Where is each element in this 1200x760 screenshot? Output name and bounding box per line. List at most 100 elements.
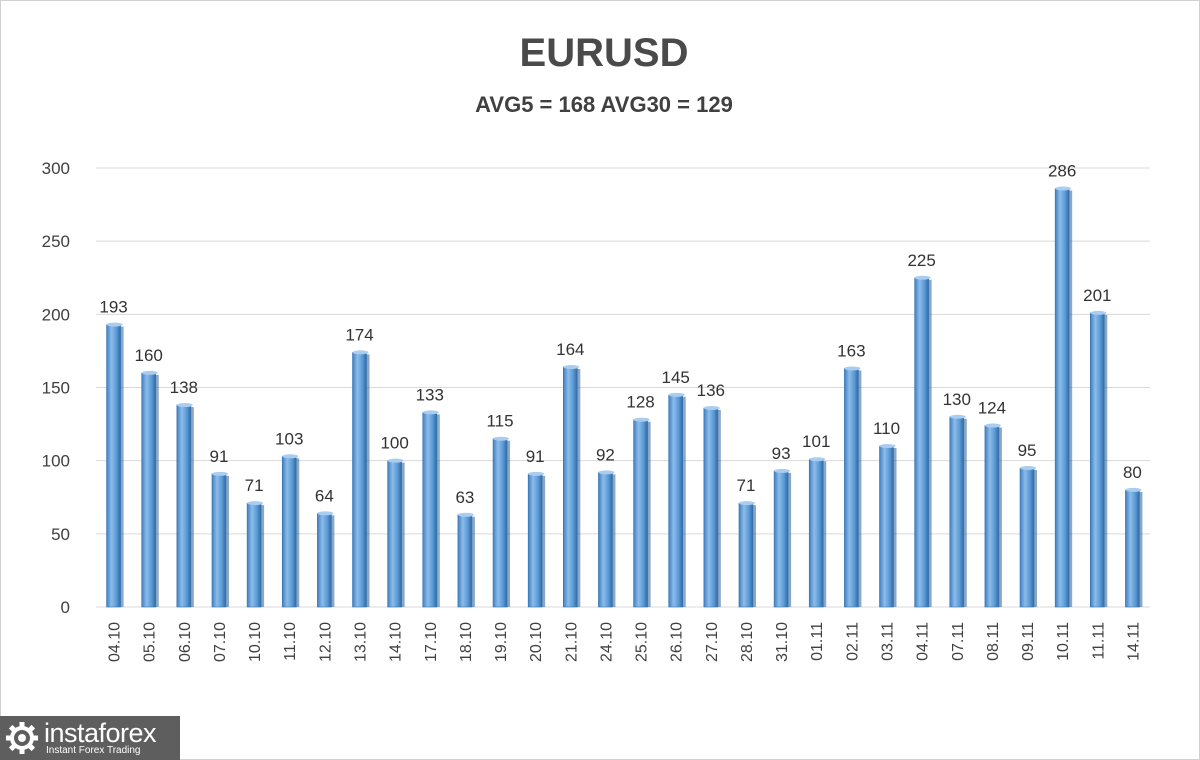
bar-top [387, 458, 404, 463]
data-label: 174 [345, 325, 373, 344]
x-tick-label: 11.11 [1090, 622, 1107, 660]
bar [352, 352, 367, 608]
x-tick-label: 19.10 [493, 622, 510, 662]
bar-top [809, 457, 826, 462]
data-label: 63 [455, 488, 474, 507]
bar [1054, 188, 1070, 608]
x-tick-label: 07.11 [950, 622, 967, 661]
data-label: 164 [556, 340, 584, 359]
bar [949, 416, 965, 608]
logo-tagline: Instant Forex Trading [46, 745, 141, 756]
data-label: 91 [210, 447, 229, 466]
data-label: 80 [1123, 463, 1142, 482]
data-label: 193 [99, 298, 127, 317]
bar-top [282, 454, 299, 459]
bar-top [844, 366, 861, 371]
x-tick-label: 20.10 [528, 622, 545, 662]
bar-top [598, 470, 615, 475]
data-label: 71 [737, 476, 756, 495]
bar-top [1090, 310, 1107, 315]
bar-top [633, 417, 650, 422]
data-label: 103 [275, 429, 303, 448]
instaforex-logo: instaforex Instant Forex Trading [0, 716, 180, 760]
bar-top [914, 275, 931, 280]
bar [914, 277, 929, 608]
bar-top [528, 471, 545, 476]
x-tick-label: 11.10 [282, 622, 299, 661]
bar-top [247, 501, 264, 506]
bar [141, 372, 156, 608]
y-tick-label: 50 [51, 525, 70, 544]
x-tick-label: 02.11 [844, 622, 861, 661]
y-tick-label: 200 [42, 305, 70, 324]
bar [1125, 489, 1140, 608]
bar-top [738, 501, 755, 506]
bar-top [774, 468, 791, 473]
bar [738, 502, 754, 608]
x-tick-label: 25.10 [634, 622, 651, 662]
y-tick-label: 300 [42, 159, 70, 178]
bar [422, 412, 438, 608]
data-label: 64 [315, 486, 334, 505]
data-label: 124 [978, 399, 1006, 418]
chart-title: EURUSD [520, 31, 689, 75]
bar-top [317, 511, 334, 516]
bar [668, 394, 684, 608]
bar [387, 460, 402, 608]
data-label: 91 [526, 447, 545, 466]
x-axis-ticks: 04.10 05.10 06.10 07.10 10.10 11.10 12.10 13.10… [107, 622, 1143, 662]
data-label: 225 [907, 251, 935, 270]
y-axis-ticks: 0 50 100 150 200 250 300 [42, 159, 70, 617]
data-label: 136 [697, 381, 725, 400]
data-label: 138 [170, 378, 198, 397]
y-tick-label: 250 [42, 232, 70, 251]
data-label: 95 [1018, 441, 1037, 460]
y-tick-label: 150 [42, 379, 70, 398]
bar [281, 455, 297, 608]
bar-top [879, 444, 896, 449]
bar [598, 472, 613, 608]
bar-top [211, 471, 228, 476]
bar [703, 407, 719, 608]
x-tick-label: 18.10 [458, 622, 475, 662]
bar-top [422, 410, 439, 415]
bar [1019, 467, 1035, 608]
bar-top [493, 436, 510, 441]
x-tick-label: 10.10 [247, 622, 264, 662]
y-tick-label: 100 [42, 452, 70, 471]
bar [633, 419, 648, 608]
bar [773, 470, 789, 608]
x-tick-label: 09.11 [1020, 622, 1037, 661]
bar [879, 445, 894, 608]
bar [457, 514, 473, 608]
bar [317, 513, 332, 608]
bars [106, 186, 1143, 608]
x-tick-label: 27.10 [704, 622, 721, 662]
data-label: 286 [1048, 161, 1076, 180]
bar [808, 458, 824, 608]
bar-top [1125, 487, 1142, 492]
x-tick-label: 21.10 [563, 622, 580, 662]
x-tick-label: 31.10 [774, 622, 791, 662]
x-tick-label: 01.11 [809, 622, 826, 661]
gear-icon [6, 722, 38, 754]
data-label: 145 [662, 368, 690, 387]
x-tick-label: 12.10 [317, 622, 334, 662]
data-label: 110 [873, 419, 900, 438]
data-label: 163 [837, 341, 865, 360]
bar-top [176, 403, 193, 408]
data-label: 201 [1083, 286, 1111, 305]
bar-top [141, 370, 158, 375]
data-labels: 193 160 138 91 71 103 64 174 100 133 63 115 91 164 92 1… [99, 161, 1142, 506]
data-label: 71 [245, 476, 264, 495]
bar [1090, 312, 1105, 608]
data-label: 128 [626, 393, 654, 412]
bar [562, 366, 578, 608]
data-label: 133 [416, 385, 444, 404]
bar-top [106, 322, 123, 327]
x-tick-label: 08.11 [985, 622, 1002, 661]
x-tick-label: 17.10 [423, 622, 440, 662]
y-tick-label: 0 [61, 598, 70, 617]
